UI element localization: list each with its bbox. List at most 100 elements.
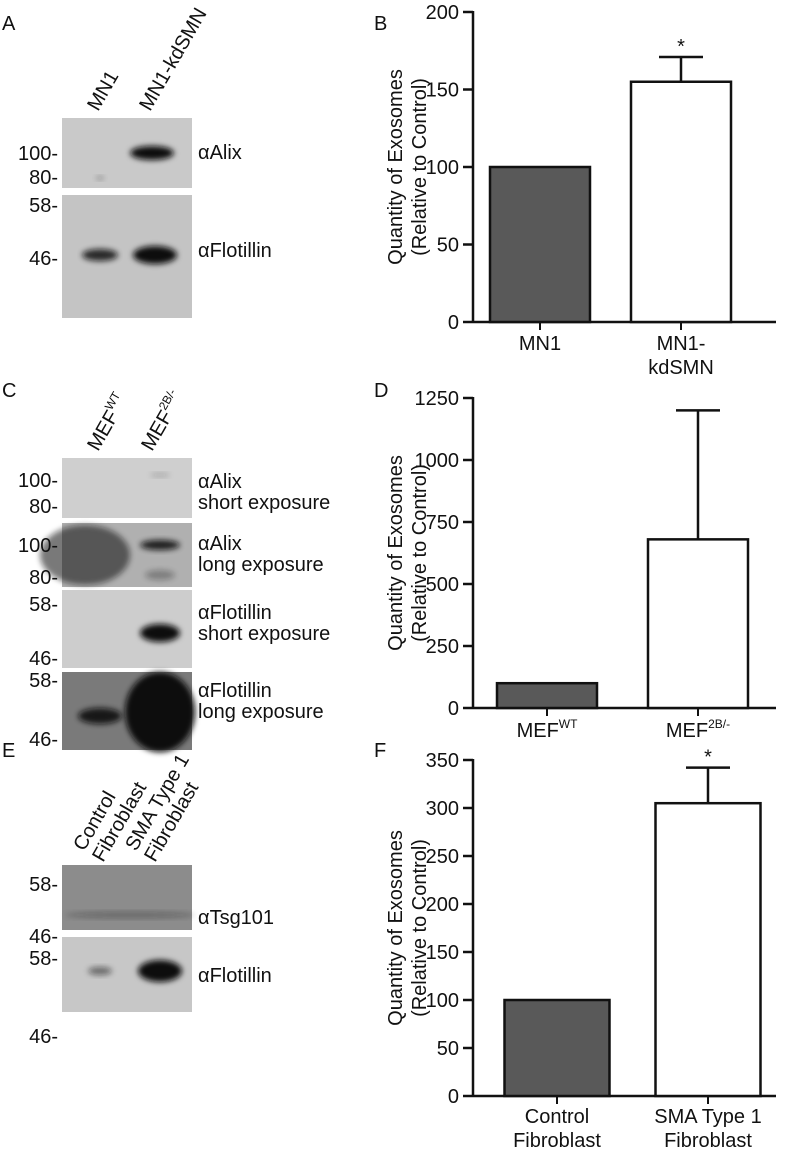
y-axis-label: Quantity of Exosomes <box>385 455 407 651</box>
size-marker: 58- <box>29 874 58 896</box>
y-tick-label: 100 <box>426 990 459 1012</box>
y-tick-label: 250 <box>426 846 459 868</box>
x-tick-label: MEFWT <box>517 717 579 742</box>
x-tick-label: SMA Type 1 Fibroblast <box>654 1106 761 1150</box>
label-line: MN1- <box>657 333 706 355</box>
label-line: Fibroblast <box>664 1130 752 1150</box>
x-tick-label: MN1 <box>519 333 561 355</box>
x-tick-label: Control Fibroblast <box>513 1106 601 1150</box>
label-text: MEF <box>666 720 708 742</box>
panel-letter: C <box>2 380 16 402</box>
significance-mark: * <box>677 36 685 58</box>
y-axis-label: (Relative to Control) <box>409 464 431 642</box>
label-line: SMA Type 1 <box>654 1106 761 1128</box>
y-tick-label: 500 <box>426 574 459 596</box>
label-text: MEF <box>83 407 123 455</box>
y-tick-label: 50 <box>437 235 459 257</box>
size-marker: 58- <box>29 948 58 970</box>
size-marker: 46- <box>29 1026 58 1048</box>
y-tick-label: 1000 <box>415 450 460 472</box>
antibody-label: αAlix <box>198 533 242 555</box>
bar <box>495 681 599 710</box>
lane-label: MEF2B/- <box>135 386 189 454</box>
blot-strip <box>62 458 192 518</box>
panel-letter: A <box>2 13 16 35</box>
size-marker: 46- <box>29 729 58 751</box>
blot-band <box>145 570 175 580</box>
y-tick-label: 350 <box>426 750 459 772</box>
antibody-label: αAlix <box>198 142 242 164</box>
y-tick-label: 200 <box>426 2 459 24</box>
size-marker: 80- <box>29 496 58 518</box>
y-tick-label: 750 <box>426 512 459 534</box>
antibody-label: αFlotillin <box>198 680 272 702</box>
y-tick-label: 300 <box>426 798 459 820</box>
y-tick-label: 0 <box>448 1086 459 1108</box>
blot-band <box>88 967 112 975</box>
bar <box>629 80 733 324</box>
size-marker: 80- <box>29 167 58 189</box>
y-axis-label: Quantity of Exosomes <box>385 69 407 265</box>
size-marker: 58- <box>29 195 58 217</box>
blot-band <box>125 672 195 752</box>
blot-band <box>130 146 174 160</box>
blot-band <box>140 624 180 642</box>
blot-band <box>138 960 182 982</box>
y-tick-label: 100 <box>426 157 459 179</box>
blot-band <box>96 176 104 180</box>
y-tick-label: 1250 <box>415 388 460 410</box>
label-line: kdSMN <box>648 357 714 379</box>
exposure-label: short exposure <box>198 492 330 514</box>
bar <box>503 998 611 1098</box>
size-marker: 58- <box>29 670 58 692</box>
y-axis-label: (Relative to Control) <box>409 78 431 256</box>
y-tick-label: 150 <box>426 942 459 964</box>
y-axis-label: Quantity of Exosomes <box>385 830 407 1026</box>
y-tick-label: 200 <box>426 894 459 916</box>
antibody-label: αFlotillin <box>198 602 272 624</box>
lane-label: MN1 <box>83 67 123 115</box>
blot-band <box>133 246 177 264</box>
lane-label: MEFWT <box>81 389 133 455</box>
y-tick-label: 0 <box>448 312 459 334</box>
size-marker: 100- <box>18 143 58 165</box>
blot-band <box>140 540 180 550</box>
blot-strip <box>62 865 192 930</box>
exposure-label: long exposure <box>198 554 324 576</box>
y-tick-label: 0 <box>448 698 459 720</box>
blot-band <box>40 525 130 585</box>
panel-letter: F <box>374 740 386 762</box>
exposure-label: long exposure <box>198 701 324 723</box>
y-axis-label: (Relative to Control) <box>409 839 431 1017</box>
size-marker: 58- <box>29 594 58 616</box>
label-sup: WT <box>559 717 578 731</box>
significance-mark: * <box>704 747 712 769</box>
bar <box>654 801 762 1098</box>
panel-letter: E <box>2 740 15 762</box>
blot-band <box>78 708 122 724</box>
y-tick-label: 50 <box>437 1038 459 1060</box>
exposure-label: short exposure <box>198 623 330 645</box>
blot-band <box>65 912 195 918</box>
panel-letter: D <box>374 380 388 402</box>
size-marker: 100- <box>18 535 58 557</box>
label-line: MN1 <box>519 333 561 355</box>
lane-label: MN1-kdSMN <box>135 4 211 114</box>
x-tick-label: MN1-kdSMN <box>648 333 714 379</box>
antibody-label: αFlotillin <box>198 965 272 987</box>
bar <box>488 165 592 324</box>
label-line: Control <box>525 1106 589 1128</box>
y-tick-label: 150 <box>426 80 459 102</box>
label-sup: 2B/- <box>156 386 179 412</box>
blot-band <box>150 473 170 477</box>
size-marker: 80- <box>29 567 58 589</box>
antibody-label: αTsg101 <box>198 907 274 929</box>
label-text: MN1 <box>83 67 123 115</box>
antibody-label: αFlotillin <box>198 240 272 262</box>
label-line: Fibroblast <box>513 1130 601 1150</box>
label-text: MN1-kdSMN <box>135 4 211 114</box>
bar <box>646 538 750 710</box>
panel-letter: B <box>374 13 387 35</box>
antibody-label: αAlix <box>198 471 242 493</box>
label-text: MEF <box>517 720 559 742</box>
